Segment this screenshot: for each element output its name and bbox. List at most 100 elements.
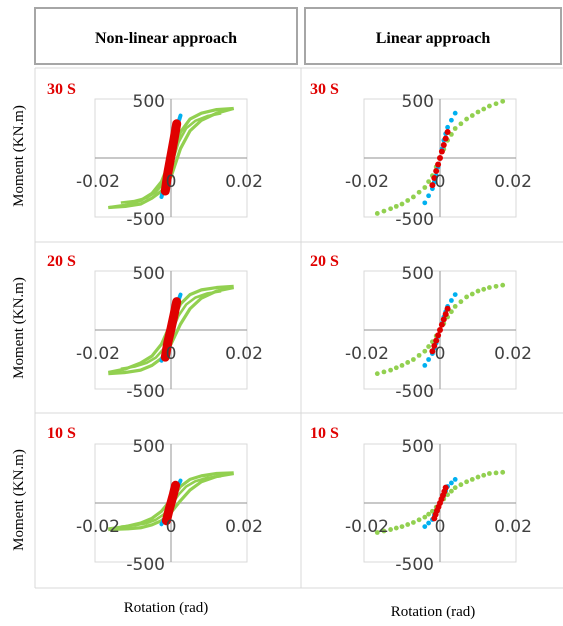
x-tick-label: 0.02 bbox=[225, 172, 263, 192]
point-red bbox=[433, 167, 440, 174]
point-green bbox=[464, 294, 469, 300]
y-tick-label: -500 bbox=[126, 555, 165, 575]
y-tick-label: -500 bbox=[126, 382, 165, 402]
cell-grid bbox=[34, 67, 563, 589]
point-blue bbox=[422, 200, 428, 206]
x-tick-label: -0.02 bbox=[76, 517, 120, 537]
point-green bbox=[393, 365, 399, 371]
point-red bbox=[440, 142, 447, 149]
point-green bbox=[449, 488, 454, 494]
y-tick-label: -500 bbox=[126, 210, 165, 230]
point-green bbox=[405, 198, 411, 203]
y-tick-label: 500 bbox=[133, 92, 165, 112]
y-tick-label: 500 bbox=[402, 437, 434, 457]
point-blue bbox=[426, 357, 431, 362]
point-red bbox=[438, 321, 445, 328]
point-green bbox=[374, 371, 380, 377]
x-tick-label: -0.02 bbox=[345, 517, 389, 537]
point-green bbox=[469, 113, 475, 118]
point-green bbox=[500, 469, 506, 475]
ylabel-row-1: Moment (KN.m) bbox=[11, 105, 27, 207]
y-tick-label: 500 bbox=[133, 437, 165, 457]
point-green bbox=[458, 299, 464, 305]
xlabel-linear: Rotation (rad) bbox=[391, 604, 476, 620]
point-green bbox=[411, 194, 416, 200]
point-red bbox=[442, 484, 449, 491]
point-green bbox=[388, 527, 393, 532]
point-green bbox=[411, 357, 416, 362]
point-green bbox=[500, 282, 506, 288]
point-blue bbox=[449, 298, 454, 303]
point-green bbox=[405, 522, 411, 527]
point-green bbox=[481, 286, 487, 292]
point-green bbox=[416, 517, 422, 523]
point-blue bbox=[422, 363, 428, 368]
point-blue bbox=[422, 524, 428, 529]
point-red bbox=[444, 129, 451, 136]
x-tick-label: 0 bbox=[166, 172, 177, 192]
point-green bbox=[399, 524, 405, 529]
point-green bbox=[422, 185, 428, 190]
x-tick-label: 0 bbox=[166, 517, 177, 537]
point-green bbox=[475, 288, 481, 294]
point-green bbox=[422, 348, 428, 354]
x-tick-label: 0.02 bbox=[225, 344, 263, 364]
point-green bbox=[426, 511, 431, 517]
point-green bbox=[458, 121, 464, 127]
point-green bbox=[458, 482, 464, 488]
point-green bbox=[487, 285, 492, 290]
point-green bbox=[416, 352, 422, 358]
point-red bbox=[437, 155, 443, 161]
point-green bbox=[393, 203, 399, 209]
point-green bbox=[381, 369, 387, 375]
duration-label-linear-10s: 10 S bbox=[310, 425, 339, 442]
y-tick-label: -500 bbox=[395, 555, 434, 575]
point-green bbox=[388, 206, 393, 212]
point-green bbox=[374, 530, 380, 535]
point-green bbox=[381, 528, 387, 534]
panels: -0.02 0 0.02 500 -500 -0.02 0 0.02 500 -500 -0.02 0… bbox=[76, 92, 532, 575]
ylabel-row-2: Moment (KN.m) bbox=[11, 277, 27, 379]
series-red bbox=[160, 297, 182, 362]
series-red bbox=[160, 119, 182, 196]
point-green bbox=[388, 367, 393, 373]
point-green bbox=[393, 525, 399, 531]
x-tick-label: 0 bbox=[435, 172, 446, 192]
point-red bbox=[429, 182, 436, 189]
header-nonlinear-box bbox=[34, 7, 298, 65]
point-green bbox=[481, 106, 487, 112]
point-blue bbox=[449, 480, 454, 486]
chart-panel-nonlinear-20s: -0.02 0 0.02 500 -500 bbox=[76, 264, 263, 402]
point-green bbox=[487, 471, 492, 476]
x-tick-label: 0.02 bbox=[225, 517, 263, 537]
point-red bbox=[444, 305, 451, 312]
point-green bbox=[411, 520, 416, 525]
duration-label-nonlinear-10s: 10 S bbox=[47, 425, 76, 442]
chart-panel-linear-10s: -0.02 0 0.02 500 -500 bbox=[345, 437, 532, 575]
point-green bbox=[399, 363, 405, 368]
x-tick-label: 0 bbox=[435, 517, 446, 537]
xlabel-nonlinear: Rotation (rad) bbox=[124, 600, 209, 616]
point-green bbox=[426, 344, 431, 349]
y-tick-label: 500 bbox=[402, 92, 434, 112]
y-tick-label: 500 bbox=[402, 264, 434, 284]
point-green bbox=[493, 470, 499, 476]
point-green bbox=[475, 474, 481, 480]
x-tick-label: -0.02 bbox=[76, 344, 120, 364]
duration-label-nonlinear-20s: 20 S bbox=[47, 253, 76, 270]
point-green bbox=[464, 116, 469, 122]
chart-panel-linear-20s: -0.02 0 0.02 500 -500 bbox=[345, 264, 532, 402]
point-green bbox=[399, 201, 405, 207]
x-tick-label: 0 bbox=[166, 344, 177, 364]
x-tick-label: -0.02 bbox=[76, 172, 120, 192]
point-green bbox=[469, 291, 475, 297]
x-tick-label: -0.02 bbox=[345, 172, 389, 192]
x-tick-label: 0.02 bbox=[494, 517, 532, 537]
point-green bbox=[452, 126, 458, 131]
point-green bbox=[452, 485, 458, 491]
x-tick-label: 0.02 bbox=[494, 172, 532, 192]
point-green bbox=[405, 360, 411, 365]
ylabel-row-3: Moment (KN.m) bbox=[11, 449, 27, 551]
x-tick-label: 0.02 bbox=[494, 344, 532, 364]
